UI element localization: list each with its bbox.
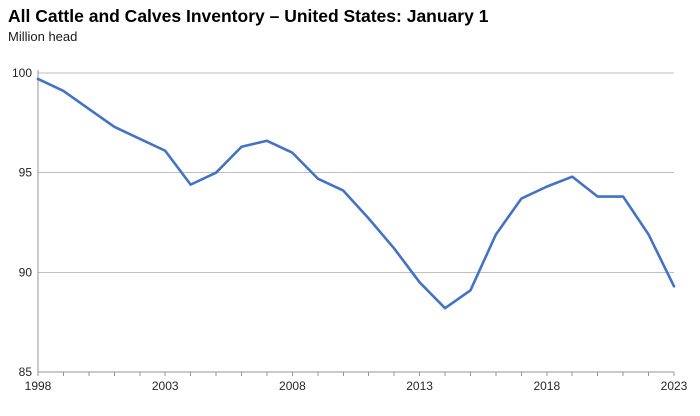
chart-title: All Cattle and Calves Inventory – United… [8,6,489,26]
y-tick-label: 85 [19,365,33,379]
y-gridlines [38,72,674,273]
chart-header: All Cattle and Calves Inventory – United… [8,5,488,45]
inventory-line-series [36,77,676,310]
x-tick-labels: 1998 2003 2008 2013 2018 2023 [25,379,688,393]
y-tick-label: 100 [12,66,32,80]
x-tick-label: 2003 [152,379,179,393]
y-tick-labels: 85 90 95 100 [12,66,32,379]
y-tick-label: 95 [19,166,33,180]
x-tick-label: 2008 [279,379,306,393]
y-tick-label: 90 [19,265,33,279]
chart-subtitle: Million head [8,29,78,44]
x-tick-label: 2023 [661,379,688,393]
axes [37,70,674,373]
x-tick-label: 2018 [533,379,560,393]
x-tick-label: 1998 [25,379,52,393]
x-tick-marks [37,372,675,376]
x-tick-label: 2013 [406,379,433,393]
